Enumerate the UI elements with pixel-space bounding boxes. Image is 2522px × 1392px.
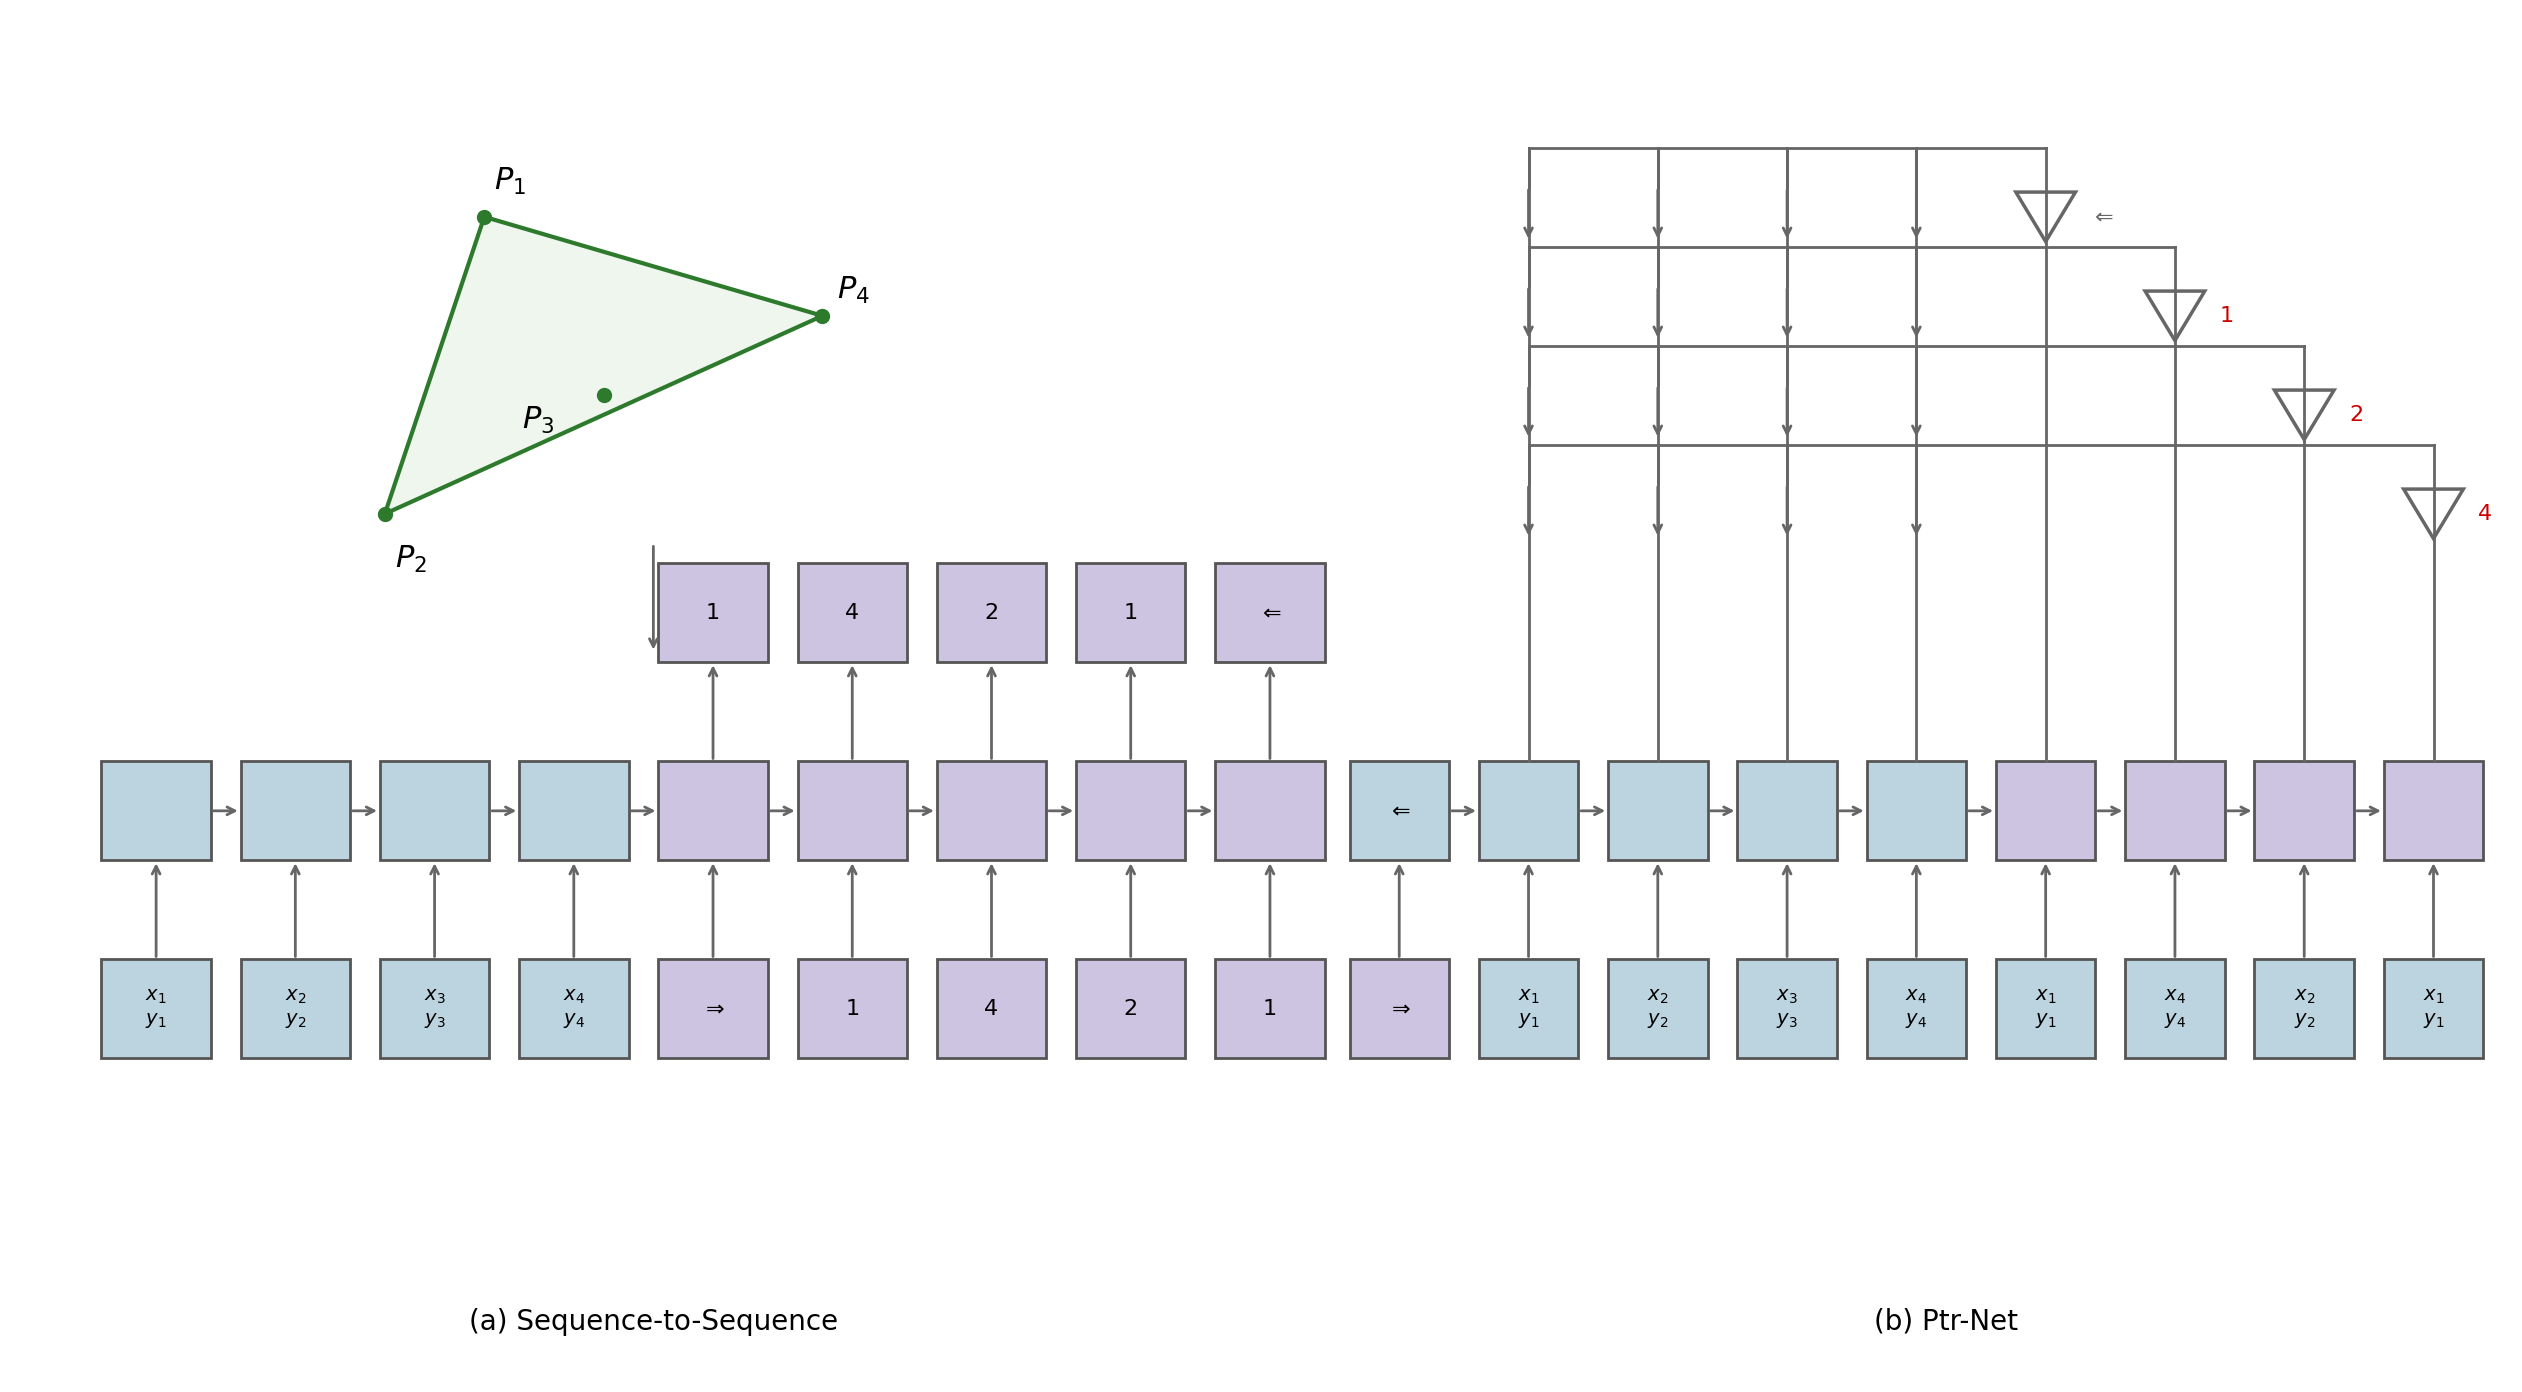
Text: 1: 1 — [2219, 306, 2234, 326]
FancyBboxPatch shape — [2383, 761, 2484, 860]
FancyBboxPatch shape — [1077, 959, 1185, 1058]
FancyBboxPatch shape — [520, 761, 628, 860]
Text: 1: 1 — [706, 603, 721, 622]
Text: $x_4$
$y_4$: $x_4$ $y_4$ — [2164, 987, 2187, 1030]
Text: $\Leftarrow$: $\Leftarrow$ — [1387, 800, 1412, 821]
Text: 2: 2 — [2348, 405, 2363, 425]
FancyBboxPatch shape — [797, 564, 908, 663]
FancyBboxPatch shape — [658, 959, 767, 1058]
FancyBboxPatch shape — [1995, 959, 2096, 1058]
FancyBboxPatch shape — [1077, 564, 1185, 663]
FancyBboxPatch shape — [797, 959, 908, 1058]
FancyBboxPatch shape — [381, 959, 489, 1058]
FancyBboxPatch shape — [2383, 959, 2484, 1058]
Text: $P_3$: $P_3$ — [522, 405, 555, 436]
Text: $x_4$
$y_4$: $x_4$ $y_4$ — [562, 987, 585, 1030]
FancyBboxPatch shape — [797, 761, 908, 860]
FancyBboxPatch shape — [101, 959, 212, 1058]
Text: 4: 4 — [2479, 504, 2492, 523]
FancyBboxPatch shape — [1609, 761, 1707, 860]
FancyBboxPatch shape — [520, 959, 628, 1058]
FancyBboxPatch shape — [240, 959, 351, 1058]
Text: (a) Sequence-to-Sequence: (a) Sequence-to-Sequence — [469, 1307, 837, 1335]
FancyBboxPatch shape — [936, 564, 1047, 663]
FancyBboxPatch shape — [1478, 761, 1579, 860]
Text: $x_1$
$y_1$: $x_1$ $y_1$ — [2035, 987, 2055, 1030]
FancyBboxPatch shape — [936, 959, 1047, 1058]
FancyBboxPatch shape — [1866, 959, 1967, 1058]
FancyBboxPatch shape — [101, 761, 212, 860]
Text: $x_1$
$y_1$: $x_1$ $y_1$ — [1518, 987, 1538, 1030]
FancyBboxPatch shape — [2255, 959, 2353, 1058]
Text: $x_1$
$y_1$: $x_1$ $y_1$ — [146, 987, 166, 1030]
Text: (b) Ptr-Net: (b) Ptr-Net — [1874, 1307, 2018, 1335]
FancyBboxPatch shape — [1738, 959, 1836, 1058]
Text: 2: 2 — [984, 603, 999, 622]
FancyBboxPatch shape — [936, 761, 1047, 860]
FancyBboxPatch shape — [1349, 761, 1450, 860]
FancyBboxPatch shape — [1995, 761, 2096, 860]
FancyBboxPatch shape — [1738, 761, 1836, 860]
Text: $x_1$
$y_1$: $x_1$ $y_1$ — [2424, 987, 2444, 1030]
Text: $P_1$: $P_1$ — [494, 166, 527, 198]
Text: 4: 4 — [984, 999, 999, 1019]
Text: 2: 2 — [1125, 999, 1137, 1019]
Text: $P_2$: $P_2$ — [396, 543, 426, 575]
FancyBboxPatch shape — [2126, 761, 2224, 860]
FancyBboxPatch shape — [2255, 761, 2353, 860]
Text: $\Leftarrow$: $\Leftarrow$ — [2091, 207, 2113, 227]
FancyBboxPatch shape — [1216, 564, 1324, 663]
Text: $x_4$
$y_4$: $x_4$ $y_4$ — [1907, 987, 1927, 1030]
FancyBboxPatch shape — [1216, 761, 1324, 860]
Text: $x_3$
$y_3$: $x_3$ $y_3$ — [424, 987, 446, 1030]
FancyBboxPatch shape — [1216, 959, 1324, 1058]
Text: 1: 1 — [845, 999, 860, 1019]
Text: $P_4$: $P_4$ — [837, 274, 870, 306]
FancyBboxPatch shape — [1478, 959, 1579, 1058]
Text: $\Leftarrow$: $\Leftarrow$ — [1258, 603, 1281, 622]
FancyBboxPatch shape — [658, 761, 767, 860]
FancyBboxPatch shape — [658, 564, 767, 663]
FancyBboxPatch shape — [1349, 959, 1450, 1058]
FancyBboxPatch shape — [2126, 959, 2224, 1058]
Text: $x_2$
$y_2$: $x_2$ $y_2$ — [2292, 987, 2315, 1030]
FancyBboxPatch shape — [1077, 761, 1185, 860]
Text: 1: 1 — [1125, 603, 1137, 622]
Text: $x_2$
$y_2$: $x_2$ $y_2$ — [1647, 987, 1670, 1030]
FancyBboxPatch shape — [1866, 761, 1967, 860]
FancyBboxPatch shape — [1609, 959, 1707, 1058]
FancyBboxPatch shape — [240, 761, 351, 860]
Text: $\Rightarrow$: $\Rightarrow$ — [1387, 999, 1412, 1019]
Text: $\Rightarrow$: $\Rightarrow$ — [701, 999, 724, 1019]
Text: 1: 1 — [1264, 999, 1276, 1019]
Text: 4: 4 — [845, 603, 860, 622]
FancyBboxPatch shape — [381, 761, 489, 860]
Polygon shape — [386, 217, 822, 514]
Text: $x_3$
$y_3$: $x_3$ $y_3$ — [1775, 987, 1798, 1030]
Text: $x_2$
$y_2$: $x_2$ $y_2$ — [285, 987, 305, 1030]
